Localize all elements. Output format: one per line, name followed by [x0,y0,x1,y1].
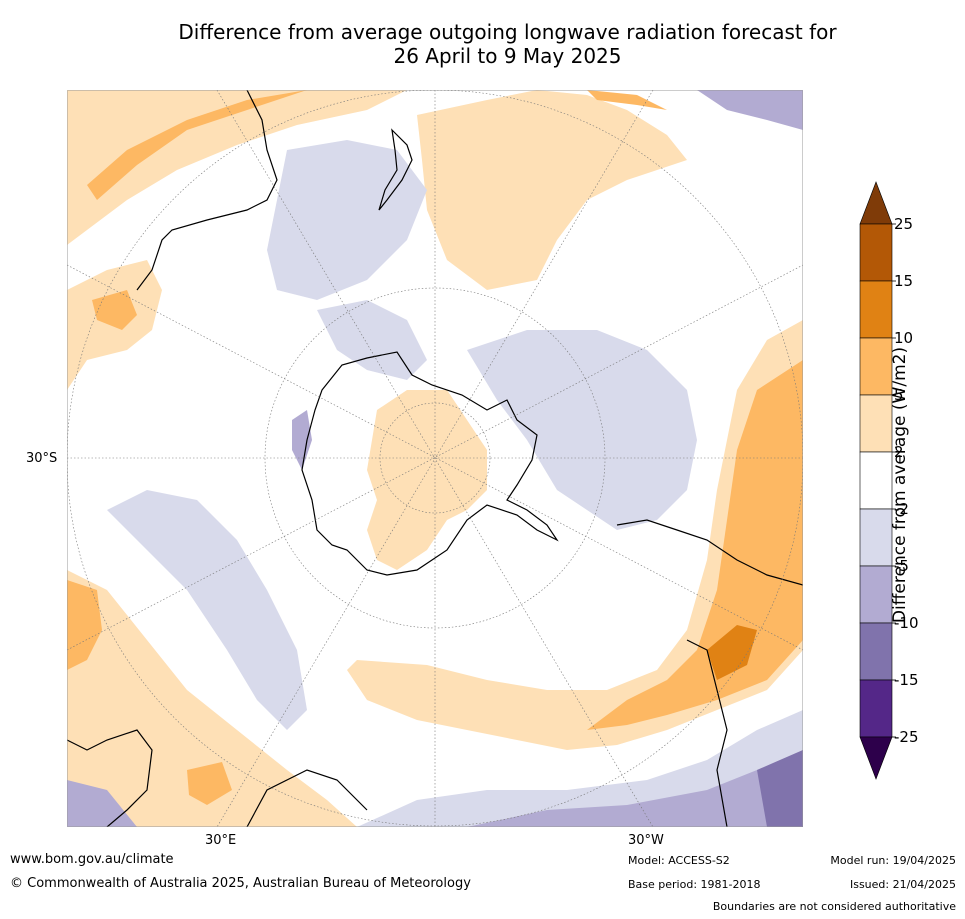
coastline-new-zealand [378,128,413,211]
anomaly-region-top-left-core [87,90,307,200]
colorbar-segment [859,679,893,738]
colorbar-bottom-arrow [859,736,893,780]
colorbar-top-arrow [859,181,893,225]
colorbar-tick-label: -2 [894,500,909,518]
anomaly-region-top-left [67,90,407,245]
anomaly-region-top-right [417,90,687,290]
anomaly-region-neg-left-ring [107,490,307,730]
coastline-south-america [616,519,803,827]
longitude-label-east: 30°E [205,833,237,848]
negative-anomaly-areas [67,90,803,827]
title-line-1: Difference from average outgoing longwav… [178,20,837,44]
longitude-label-west: 30°W [628,833,664,848]
coastline-africa [67,729,368,827]
colorbar-tick-label: -10 [894,614,919,632]
colorbar-segment [859,508,893,567]
colorbar-tick-label: 10 [894,329,913,347]
colorbar-segment [859,223,893,282]
anomaly-region-left-upper-core [92,290,137,330]
colorbar-tick-label: 5 [894,386,904,404]
anomaly-region-lower-left [67,570,357,827]
graticule [67,90,803,827]
colorbar-segment [859,451,893,510]
anomaly-region-lower-left-core [67,580,102,670]
footer-website: www.bom.gov.au/climate [10,852,174,867]
anomaly-region-right-strong [707,625,757,680]
footer-base-period: Base period: 1981-2018 [628,878,761,891]
anomaly-region-australia [187,762,232,805]
footer-disclaimer: Boundaries are not considered authoritat… [712,900,956,913]
colorbar-tick-label: 15 [894,272,913,290]
colorbar-segment [859,394,893,453]
anomaly-region-neg-bottom-left [67,780,137,827]
colorbar-segment [859,622,893,681]
latitude-label: 30°S [26,451,58,466]
coastline-australia [136,90,278,291]
colorbar: 25 15 10 5 2 -2 -5 -10 -15 -25 [859,181,919,780]
colorbar-tick-label: 2 [894,443,904,461]
colorbar-title: Difference from average (W/m2) [890,346,910,624]
anomaly-region-neg-center [317,300,427,380]
colorbar-tick-label: -15 [894,671,919,689]
colorbar-tick-label: -5 [894,557,909,575]
anomaly-region-antarctica [367,390,487,570]
polar-map [67,90,803,827]
anomaly-region-neg-right-center [467,330,697,530]
anomaly-region-neg-top-right [697,90,803,130]
anomaly-region-top-right-core [587,90,667,110]
footer-issued: Issued: 21/04/2025 [849,878,956,891]
chart-title: Difference from average outgoing longwav… [60,20,955,68]
footer-copyright: © Commonwealth of Australia 2025, Austra… [10,876,471,891]
anomaly-region-neg-upper-center [267,140,427,300]
colorbar-tick-label: -25 [894,728,919,746]
footer-model-run: Model run: 19/04/2025 [830,854,956,867]
anomaly-region-neg-bottom-strong [757,750,803,827]
coastlines [67,90,803,827]
colorbar-segment [859,280,893,339]
anomaly-region-neg-bottom-core [467,750,803,827]
colorbar-segment [859,337,893,396]
anomaly-region-neg-antarctic-coast [292,410,312,470]
colorbar-tick-label: 25 [894,215,913,233]
title-line-2: 26 April to 9 May 2025 [393,44,622,68]
positive-anomaly-areas [67,90,803,827]
anomaly-region-right [347,320,803,750]
colorbar-segment [859,565,893,624]
coastline-antarctica [301,351,559,576]
footer-model: Model: ACCESS-S2 [628,854,730,867]
